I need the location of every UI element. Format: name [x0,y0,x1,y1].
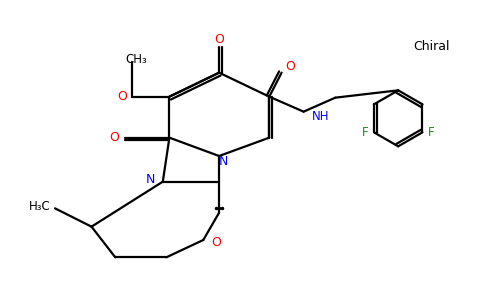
Text: F: F [427,126,434,139]
Text: O: O [214,33,224,46]
Text: N: N [145,173,155,186]
Text: O: O [118,90,128,103]
Text: Chiral: Chiral [413,40,450,53]
Text: O: O [109,131,120,144]
Text: CH₃: CH₃ [125,53,147,66]
Text: F: F [363,126,369,139]
Text: NH: NH [312,110,329,123]
Text: O: O [286,60,295,73]
Text: N: N [219,155,228,168]
Text: H₃C: H₃C [29,200,51,213]
Text: O: O [212,236,221,250]
